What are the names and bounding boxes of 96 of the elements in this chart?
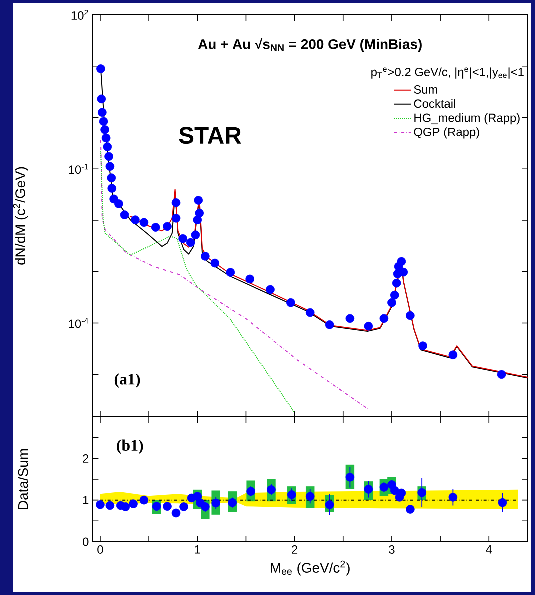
point — [397, 257, 406, 266]
x-axis-title: M$_{ee}$ (GeV/c$^{2}$) — [271, 560, 350, 576]
point — [140, 218, 149, 228]
y-tick-label: 0 — [83, 538, 89, 546]
point — [178, 234, 188, 244]
y-tick-label: 10$^{-4}$ — [69, 318, 88, 328]
point — [267, 486, 276, 494]
point — [99, 117, 108, 126]
point — [287, 490, 296, 500]
point — [103, 142, 112, 152]
legend-label: QGP (Rapp) — [414, 128, 480, 139]
point — [498, 498, 508, 508]
x-tick-label: 1 — [195, 546, 200, 554]
point — [201, 502, 210, 512]
point — [406, 505, 415, 514]
point — [96, 64, 106, 74]
point — [325, 500, 334, 510]
point — [390, 486, 400, 496]
point — [172, 198, 181, 208]
point — [380, 483, 389, 492]
point — [212, 498, 220, 508]
point — [380, 314, 389, 324]
point — [397, 488, 406, 498]
point — [448, 493, 458, 502]
point — [364, 322, 374, 331]
point — [306, 308, 315, 318]
point — [180, 502, 188, 512]
point — [306, 492, 315, 501]
point — [210, 258, 220, 268]
point — [346, 314, 355, 324]
point — [191, 230, 200, 240]
x-tick-label: 2 — [292, 546, 298, 554]
point — [246, 487, 256, 496]
point — [163, 502, 172, 511]
point — [266, 285, 275, 294]
x-tick-label: 0 — [98, 546, 104, 554]
point — [325, 320, 334, 330]
point — [418, 342, 428, 350]
point — [390, 290, 400, 300]
point — [96, 500, 105, 510]
point — [104, 152, 114, 162]
y-tick-label: 10$^{2}$ — [72, 10, 88, 20]
y-axis-title: Data/Sum — [18, 449, 28, 510]
point — [140, 496, 149, 505]
point — [151, 223, 160, 232]
point — [186, 238, 196, 248]
point — [172, 508, 181, 518]
point — [228, 498, 238, 508]
point — [406, 311, 415, 320]
y-tick-label: 1 — [83, 496, 89, 504]
point — [418, 488, 426, 498]
legend-label: Cocktail — [414, 99, 456, 108]
point — [346, 473, 355, 482]
point — [246, 274, 255, 284]
point — [193, 216, 202, 224]
x-tick-label: 3 — [389, 546, 395, 554]
point — [100, 126, 110, 134]
point — [195, 208, 204, 218]
point — [121, 502, 130, 512]
point — [286, 298, 296, 308]
point — [193, 492, 202, 501]
point — [97, 94, 106, 104]
point — [131, 216, 140, 224]
line-series — [100, 151, 296, 414]
point — [163, 222, 172, 232]
point — [226, 268, 236, 277]
point — [108, 184, 117, 193]
point — [399, 268, 408, 277]
point — [114, 200, 124, 208]
point — [448, 350, 458, 360]
point — [106, 162, 115, 172]
point — [120, 210, 130, 220]
point — [497, 370, 506, 380]
point — [201, 252, 210, 261]
annotation: (a1) — [114, 374, 140, 388]
y-tick-label: 2 — [83, 454, 89, 463]
point — [107, 174, 116, 182]
y-tick-label: 10$^{-1}$ — [69, 164, 88, 174]
point — [172, 214, 181, 223]
point — [388, 298, 396, 308]
legend-label: HG_medium (Rapp) — [414, 113, 520, 125]
point — [106, 501, 115, 510]
annotation: STAR — [179, 127, 242, 144]
point — [364, 485, 374, 494]
annotation: (b1) — [117, 440, 144, 454]
x-tick-label: 4 — [486, 546, 492, 554]
text: Au + Au √s$_{NN}$ = 200 GeV (MinBias) — [198, 38, 422, 52]
point — [194, 196, 204, 205]
point — [129, 500, 138, 508]
text: p$_{T}$$^{e}$>0.2 GeV/c, |η$^{e}$|<1,|y$_{ee}$|<1 — [372, 68, 524, 79]
y-axis-title: dN/dM (c$^{2}$/GeV) — [13, 167, 28, 265]
legend-label: Sum — [414, 86, 438, 94]
point — [392, 278, 402, 288]
point — [102, 134, 111, 143]
point — [98, 108, 107, 118]
point — [152, 502, 162, 511]
